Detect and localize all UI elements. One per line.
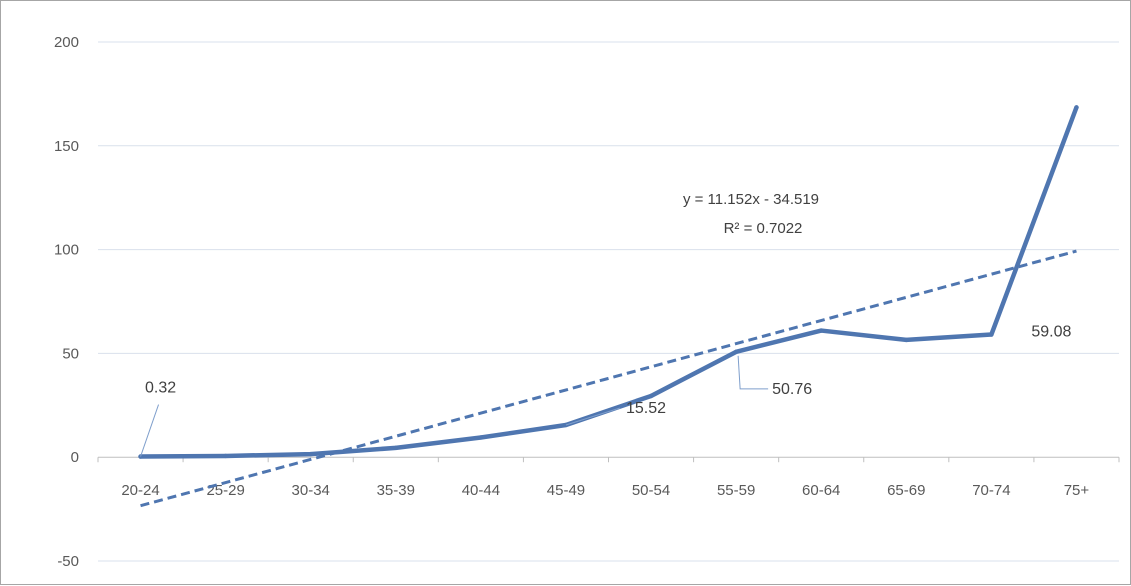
y-tick-label: 100 [54, 242, 79, 259]
data-point [904, 337, 909, 343]
x-tick-label: 55-59 [717, 482, 755, 499]
data-point [819, 328, 824, 333]
y-tick-label: 200 [54, 34, 79, 51]
data-labels: 0.32 15.52 50.76 59.08 [140, 324, 1072, 457]
x-tick-label: 35-39 [377, 482, 415, 499]
data-label: 15.52 [626, 400, 666, 417]
gridlines [98, 41, 1119, 562]
data-point [223, 453, 228, 459]
data-point [308, 451, 313, 457]
data-label: 50.76 [772, 381, 812, 398]
trendline-equation: y = 11.152x - 34.519 [683, 191, 819, 208]
trendline-layer [140, 249, 1077, 508]
y-tick-label: -50 [57, 553, 79, 570]
x-tick-label: 40-44 [462, 482, 500, 499]
data-label-leader [140, 404, 160, 457]
data-point [648, 393, 654, 399]
y-tick-label: 50 [62, 345, 79, 362]
data-label-leader [737, 355, 769, 390]
data-point [989, 332, 994, 337]
data-point [478, 435, 484, 440]
x-tick-label: 45-49 [547, 482, 585, 499]
y-axis-ticks: 200 150 100 50 0 -50 [54, 34, 79, 570]
data-point [393, 445, 398, 451]
x-tick-label: 65-69 [887, 482, 925, 499]
data-label: 0.32 [145, 380, 176, 397]
data-point [1074, 105, 1079, 110]
series-layer [138, 105, 1079, 459]
data-point [733, 349, 739, 355]
x-tick-label: 50-54 [632, 482, 670, 499]
x-tick-label: 70-74 [972, 482, 1010, 499]
x-tick-label: 20-24 [121, 482, 159, 499]
x-axis-ticks: 20-24 25-29 30-34 35-39 40-44 45-49 50-54 55-59… [97, 457, 1120, 499]
data-label: 59.08 [1031, 324, 1071, 341]
y-tick-label: 150 [54, 138, 79, 155]
series-line [138, 105, 1079, 459]
trendline-r-squared: R² = 0.7022 [724, 220, 803, 237]
trendline [140, 249, 1077, 508]
data-label-leader [565, 407, 621, 426]
y-tick-label: 0 [71, 449, 79, 466]
x-tick-label: 30-34 [292, 482, 330, 499]
x-tick-label: 75+ [1064, 482, 1090, 499]
x-tick-label: 60-64 [802, 482, 840, 499]
